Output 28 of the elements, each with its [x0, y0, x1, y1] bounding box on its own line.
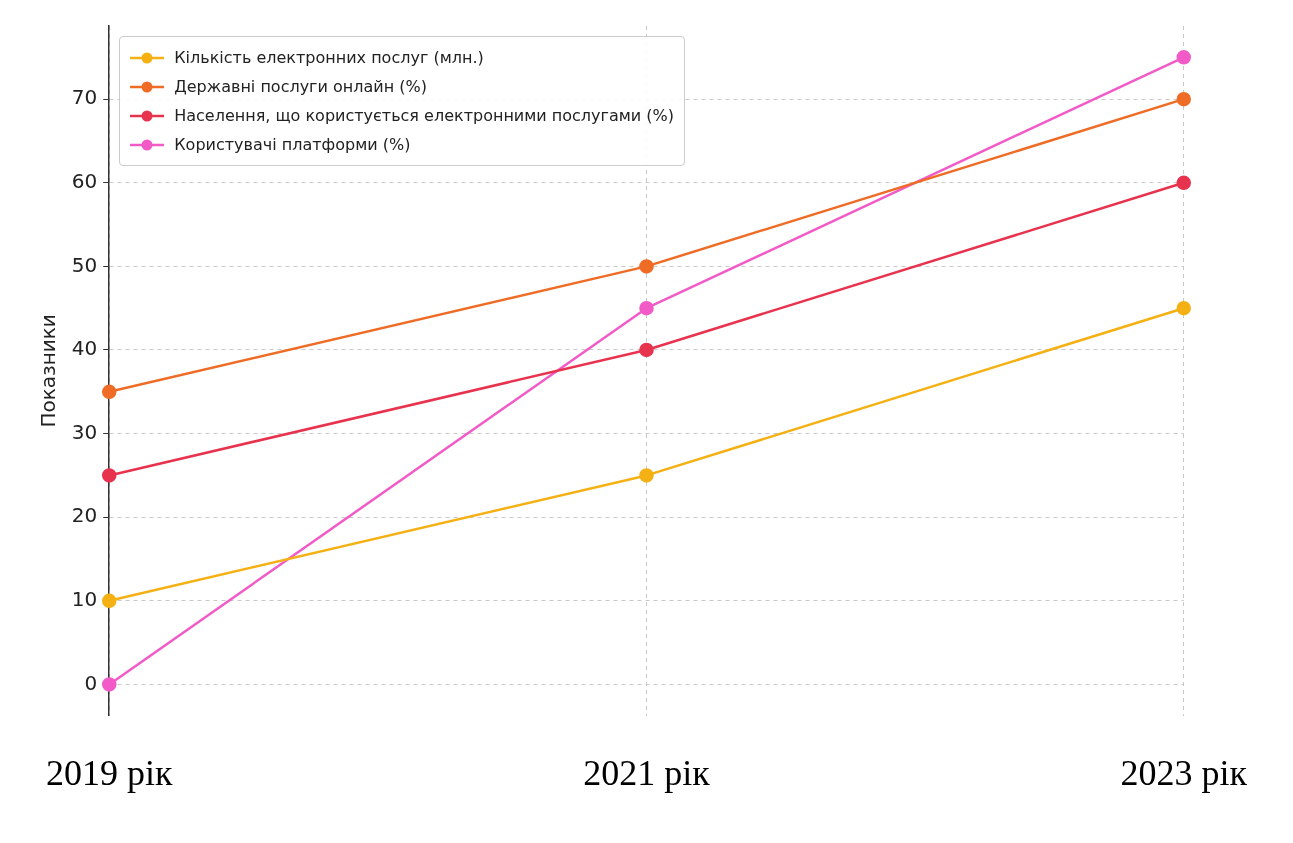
- point: [102, 677, 117, 692]
- point: [639, 342, 654, 358]
- legend-label: Користувачі платформи (%): [174, 135, 411, 154]
- y-tick-label: 30: [71, 419, 98, 444]
- legend-label: Державні послуги онлайн (%): [174, 77, 427, 96]
- point: [1176, 300, 1191, 316]
- point: [102, 468, 117, 483]
- point: [102, 384, 117, 400]
- y-axis-title: Показники: [36, 314, 60, 428]
- y-tick-label: 60: [71, 168, 98, 193]
- x-tick-label: 2023 рік: [1120, 752, 1248, 793]
- y-tick-label: 10: [71, 587, 98, 612]
- point: [639, 300, 654, 316]
- point: [1176, 175, 1191, 191]
- y-tick-label: 50: [71, 252, 98, 277]
- x-tick-label: 2021 рік: [583, 752, 711, 793]
- point: [639, 468, 654, 483]
- legend-label: Населення, що користується електронними послугами (%): [174, 106, 674, 125]
- legend-label: Кількість електронних послуг (млн.): [174, 48, 484, 67]
- y-tick-label: 0: [84, 670, 98, 695]
- y-tick-label: 40: [71, 336, 98, 361]
- y-tick-label: 20: [71, 503, 98, 528]
- point: [1176, 50, 1191, 65]
- point: [639, 259, 654, 274]
- point: [1176, 91, 1191, 107]
- y-tick-label: 70: [71, 85, 98, 110]
- point: [102, 593, 117, 609]
- x-tick-label: 2019 рік: [46, 752, 173, 793]
